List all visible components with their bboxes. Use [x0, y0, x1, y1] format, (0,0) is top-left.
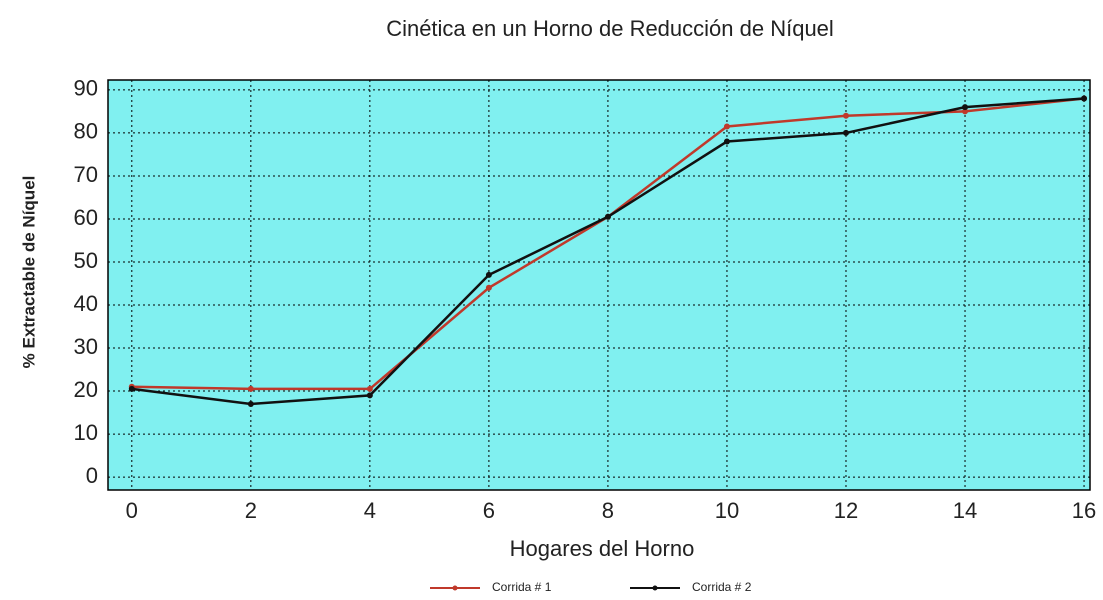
- data-point: [366, 392, 373, 399]
- data-point: [842, 112, 849, 119]
- y-axis-label: % Extractable de Níquel: [19, 176, 38, 369]
- x-tick-label: 6: [483, 498, 495, 523]
- legend-label: Corrida # 2: [692, 580, 752, 594]
- data-point: [366, 385, 373, 392]
- data-point: [1081, 95, 1088, 102]
- legend-label: Corrida # 1: [492, 580, 552, 594]
- y-tick-label: 60: [74, 205, 98, 230]
- y-tick-label: 20: [74, 377, 98, 402]
- plot-area: [107, 79, 1091, 491]
- x-tick-label: 12: [834, 498, 858, 523]
- data-point: [723, 138, 730, 145]
- y-tick-label: 10: [74, 420, 98, 445]
- x-tick-label: 2: [245, 498, 257, 523]
- data-point: [128, 385, 135, 392]
- y-tick-label: 30: [74, 334, 98, 359]
- x-tick-label: 8: [602, 498, 614, 523]
- data-point: [485, 284, 492, 291]
- x-tick-label: 4: [364, 498, 376, 523]
- legend-marker: [652, 585, 658, 591]
- y-tick-label: 50: [74, 248, 98, 273]
- y-tick-label: 0: [86, 463, 98, 488]
- data-point: [842, 129, 849, 136]
- chart-title: Cinética en un Horno de Reducción de Níq…: [386, 16, 834, 41]
- x-axis-label: Hogares del Horno: [510, 536, 695, 561]
- y-tick-label: 80: [74, 119, 98, 144]
- data-point: [604, 213, 611, 220]
- data-point: [485, 271, 492, 278]
- data-point: [247, 385, 254, 392]
- legend-marker: [452, 585, 458, 591]
- data-point: [247, 400, 254, 407]
- data-point: [962, 104, 969, 111]
- x-tick-label: 16: [1072, 498, 1096, 523]
- x-tick-label: 0: [126, 498, 138, 523]
- data-point: [962, 108, 969, 115]
- x-tick-label: 14: [953, 498, 977, 523]
- y-tick-label: 70: [74, 162, 98, 187]
- y-tick-label: 90: [74, 76, 98, 101]
- y-tick-label: 40: [74, 291, 98, 316]
- data-point: [723, 123, 730, 130]
- x-tick-label: 10: [715, 498, 739, 523]
